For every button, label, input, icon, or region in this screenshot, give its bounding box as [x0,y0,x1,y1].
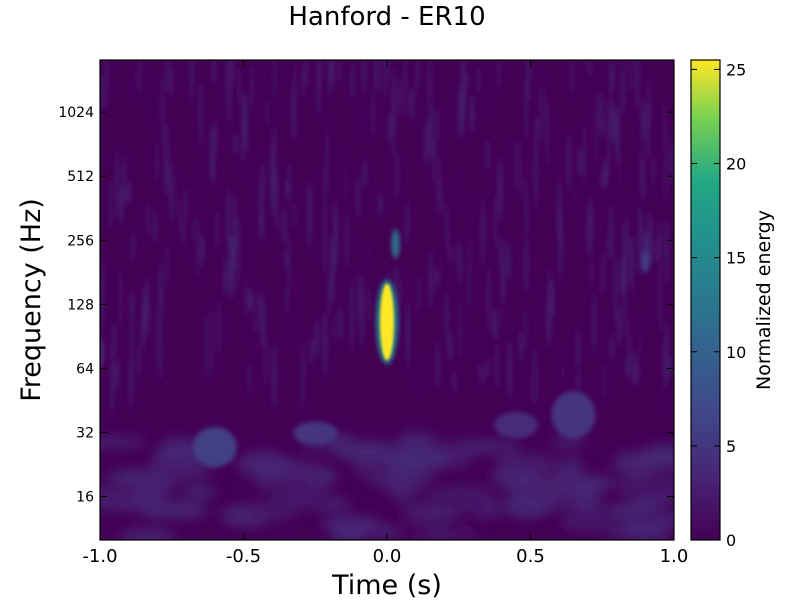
feature-3 [293,421,338,445]
low-frequency-texture [100,429,674,540]
heatmap-layer [100,60,674,540]
colorbar-tick-label: 0 [726,531,736,550]
x-tick-label: 1.0 [660,546,689,567]
feature-2 [192,426,237,468]
x-tick-label: -0.5 [226,546,261,567]
noise-texture [100,60,674,415]
x-axis: -1.0 -0.5 0.0 0.5 1.0 [82,60,688,567]
colorbar-tick-label: 15 [726,249,746,268]
colorbar-tick-label: 20 [726,155,746,174]
x-tick-label: 0.5 [516,546,545,567]
y-tick-label: 32 [76,425,94,441]
colorbar-axis: 0 5 10 15 20 25 [691,60,746,550]
feature-6 [100,336,104,369]
y-tick-label: 64 [76,361,94,377]
y-tick-label: 128 [67,297,94,313]
colorbar [690,59,721,541]
feature-7 [494,411,539,439]
x-tick-label: -1.0 [82,546,117,567]
chart-title: Hanford - ER10 [288,2,486,32]
colorbar-tick-label: 10 [726,343,746,362]
energy-features [100,228,650,468]
colorbar-label: Normalized energy [753,210,775,390]
feature-4 [551,391,596,439]
y-tick-label: 256 [67,233,94,249]
colorbar-tick-label: 5 [726,437,736,456]
y-tick-label: 1024 [58,105,94,121]
feature-0 [380,283,394,361]
y-tick-label: 16 [76,490,94,506]
colorbar-tick-label: 25 [726,60,746,79]
feature-5 [641,250,650,273]
x-tick-label: 0.0 [373,546,402,567]
y-axis: 16 32 64 128 256 512 1024 [58,105,674,506]
y-axis-label: Frequency (Hz) [16,198,47,402]
x-axis-label: Time (s) [331,570,442,600]
feature-1 [391,228,400,259]
y-tick-label: 512 [67,169,94,185]
